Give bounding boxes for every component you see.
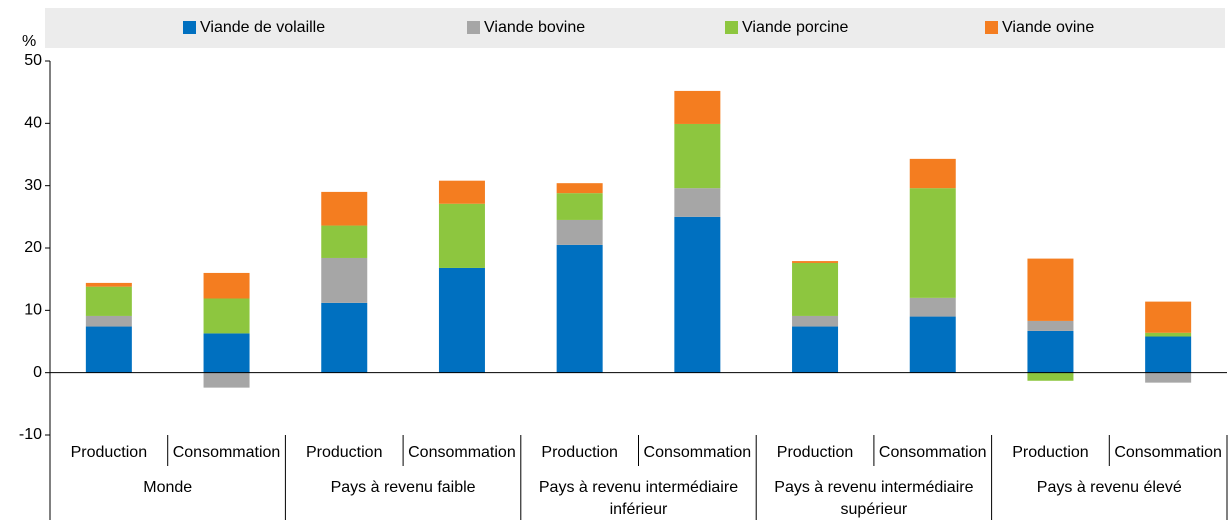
bar-segment (85, 326, 132, 373)
legend-label: Viande bovine (484, 19, 585, 36)
bar-segment (321, 191, 368, 226)
bar-segment (203, 272, 250, 299)
bar-segment (438, 267, 485, 373)
bar-segment (321, 257, 368, 303)
bar-segment (556, 244, 603, 373)
bar-segment (321, 302, 368, 373)
group-label: Pays à revenu intermédiaire supérieur (774, 479, 974, 518)
group-label: Pays à revenu intermédiaire inférieur (538, 479, 739, 518)
bar-segment (556, 219, 603, 245)
bar-segment (85, 286, 132, 316)
group-label: Monde (143, 479, 193, 496)
bar-segment (1145, 332, 1192, 337)
x-tick-label: Production (305, 444, 383, 461)
bar-segment (321, 225, 368, 258)
bar-segment (1027, 330, 1074, 373)
bar-segment (1145, 301, 1192, 333)
group-label: Pays à revenu élevé (1036, 479, 1182, 496)
bar-segment (674, 123, 721, 189)
x-tick-label: Consommation (408, 444, 516, 461)
legend-swatch (725, 21, 738, 34)
bar-segment (909, 188, 956, 298)
bar-segment (1027, 372, 1074, 381)
bar-segment (909, 297, 956, 317)
x-tick-label: Production (70, 444, 148, 461)
y-tick-label: 0 (33, 364, 42, 381)
bar-segment (1145, 372, 1192, 383)
x-tick-label: Production (541, 444, 618, 461)
x-tick-label: Consommation (878, 444, 987, 461)
legend-swatch (985, 21, 998, 34)
bar-segment (792, 326, 839, 373)
bar-segment (909, 158, 956, 189)
group-label: Pays à revenu faible (330, 479, 476, 496)
bar-segment (909, 316, 956, 373)
x-tick-label: Production (776, 444, 854, 461)
bar-segment (438, 180, 485, 204)
x-tick-label: Consommation (1114, 444, 1222, 461)
y-tick-label: -10 (19, 426, 42, 443)
bar-segment (792, 262, 839, 316)
bar-segment (203, 333, 250, 373)
y-tick-label: 40 (24, 115, 42, 132)
bar-segment (792, 315, 839, 327)
bar-segment (85, 315, 132, 327)
y-tick-label: 20 (24, 239, 42, 256)
y-tick-label: 10 (24, 302, 42, 319)
legend-swatch (467, 21, 480, 34)
bar-segment (556, 193, 603, 220)
y-tick-label: 30 (24, 177, 42, 194)
bar-segment (1027, 320, 1074, 331)
legend-swatch (183, 21, 196, 34)
bar-segment (792, 261, 839, 263)
bar-segment (674, 216, 721, 373)
bar-segment (674, 188, 721, 217)
y-tick-label: 50 (24, 52, 42, 69)
bar-segment (438, 203, 485, 268)
x-tick-label: Consommation (643, 444, 752, 461)
bar-segment (1145, 336, 1192, 373)
legend-label: Viande porcine (742, 19, 849, 36)
bar-segment (556, 183, 603, 194)
x-tick-label: Production (1012, 444, 1089, 461)
legend-label: Viande de volaille (200, 19, 325, 36)
bar-segment (674, 90, 721, 124)
y-axis-label: % (22, 33, 36, 50)
bar-segment (203, 372, 250, 388)
bar-segment (203, 298, 250, 334)
x-tick-label: Consommation (172, 444, 281, 461)
legend-label: Viande ovine (1002, 19, 1094, 36)
legend-background (45, 8, 1225, 48)
bar-segment (85, 282, 132, 287)
bar-segment (1027, 258, 1074, 321)
